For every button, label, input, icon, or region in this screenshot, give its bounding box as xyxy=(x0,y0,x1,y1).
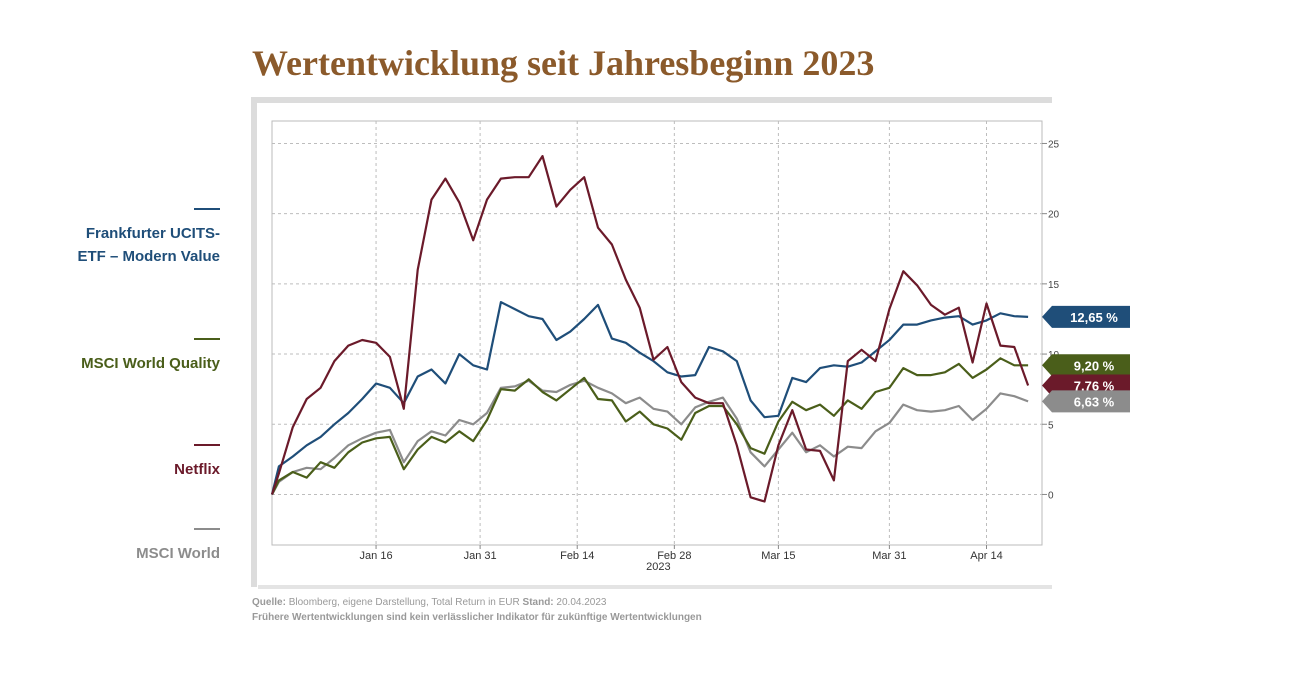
x-tick-label: Mar 15 xyxy=(761,550,795,562)
y-tick-label: 20 xyxy=(1048,210,1060,221)
x-axis-label: 2023 xyxy=(646,561,670,573)
source-note: Quelle: Bloomberg, eigene Darstellung, T… xyxy=(252,597,606,608)
end-tag-label: 7,76 % xyxy=(1074,379,1115,394)
end-tag-label: 12,65 % xyxy=(1070,310,1118,325)
series-line xyxy=(271,357,1029,495)
legend-swatch xyxy=(194,208,220,210)
legend-swatch xyxy=(194,444,220,446)
source-text: Bloomberg, eigene Darstellung, Total Ret… xyxy=(288,597,520,608)
legend-label: Netflix xyxy=(174,461,220,478)
legend-item: Netflix xyxy=(60,444,220,481)
legend-item: MSCI World Quality xyxy=(60,338,220,375)
x-tick-label: Apr 14 xyxy=(970,550,1002,562)
legend-label: Frankfurter UCITS-ETF – Modern Value xyxy=(77,225,220,265)
x-tick-label: Mar 31 xyxy=(872,550,906,562)
legend-item: MSCI World xyxy=(60,528,220,565)
chart-title: Wertentwicklung seit Jahresbeginn 2023 xyxy=(252,43,875,83)
y-tick-label: 0 xyxy=(1048,490,1054,501)
frame-shadow xyxy=(251,97,1052,587)
x-tick-label: Feb 28 xyxy=(657,550,691,562)
legend-label: MSCI World Quality xyxy=(81,355,220,372)
y-tick-label: 5 xyxy=(1048,420,1054,431)
date-label: Stand: xyxy=(522,597,554,608)
end-tag xyxy=(1042,354,1130,377)
series-line xyxy=(271,379,1029,496)
end-tag-label: 9,20 % xyxy=(1074,358,1115,373)
disclaimer: Frühere Wertentwicklungen sind kein verl… xyxy=(252,612,702,623)
series-line xyxy=(270,301,1029,495)
source-date: 20.04.2023 xyxy=(556,597,607,608)
series-line xyxy=(270,155,1030,503)
frame xyxy=(252,100,1052,587)
y-tick-label: 15 xyxy=(1048,280,1060,291)
legend-item: Frankfurter UCITS-ETF – Modern Value xyxy=(60,208,220,268)
source-label: Quelle: xyxy=(252,597,286,608)
y-tick-label: 25 xyxy=(1048,139,1060,150)
legend-label: MSCI World xyxy=(136,545,220,562)
x-tick-label: Feb 14 xyxy=(560,550,594,562)
legend-swatch xyxy=(194,528,220,530)
x-tick-label: Jan 31 xyxy=(464,550,497,562)
x-tick-label: Jan 16 xyxy=(360,550,393,562)
end-tag xyxy=(1042,390,1130,413)
end-tag-label: 6,63 % xyxy=(1074,394,1115,409)
legend-swatch xyxy=(194,338,220,340)
end-tag xyxy=(1042,305,1130,328)
plot-area xyxy=(271,120,1043,546)
